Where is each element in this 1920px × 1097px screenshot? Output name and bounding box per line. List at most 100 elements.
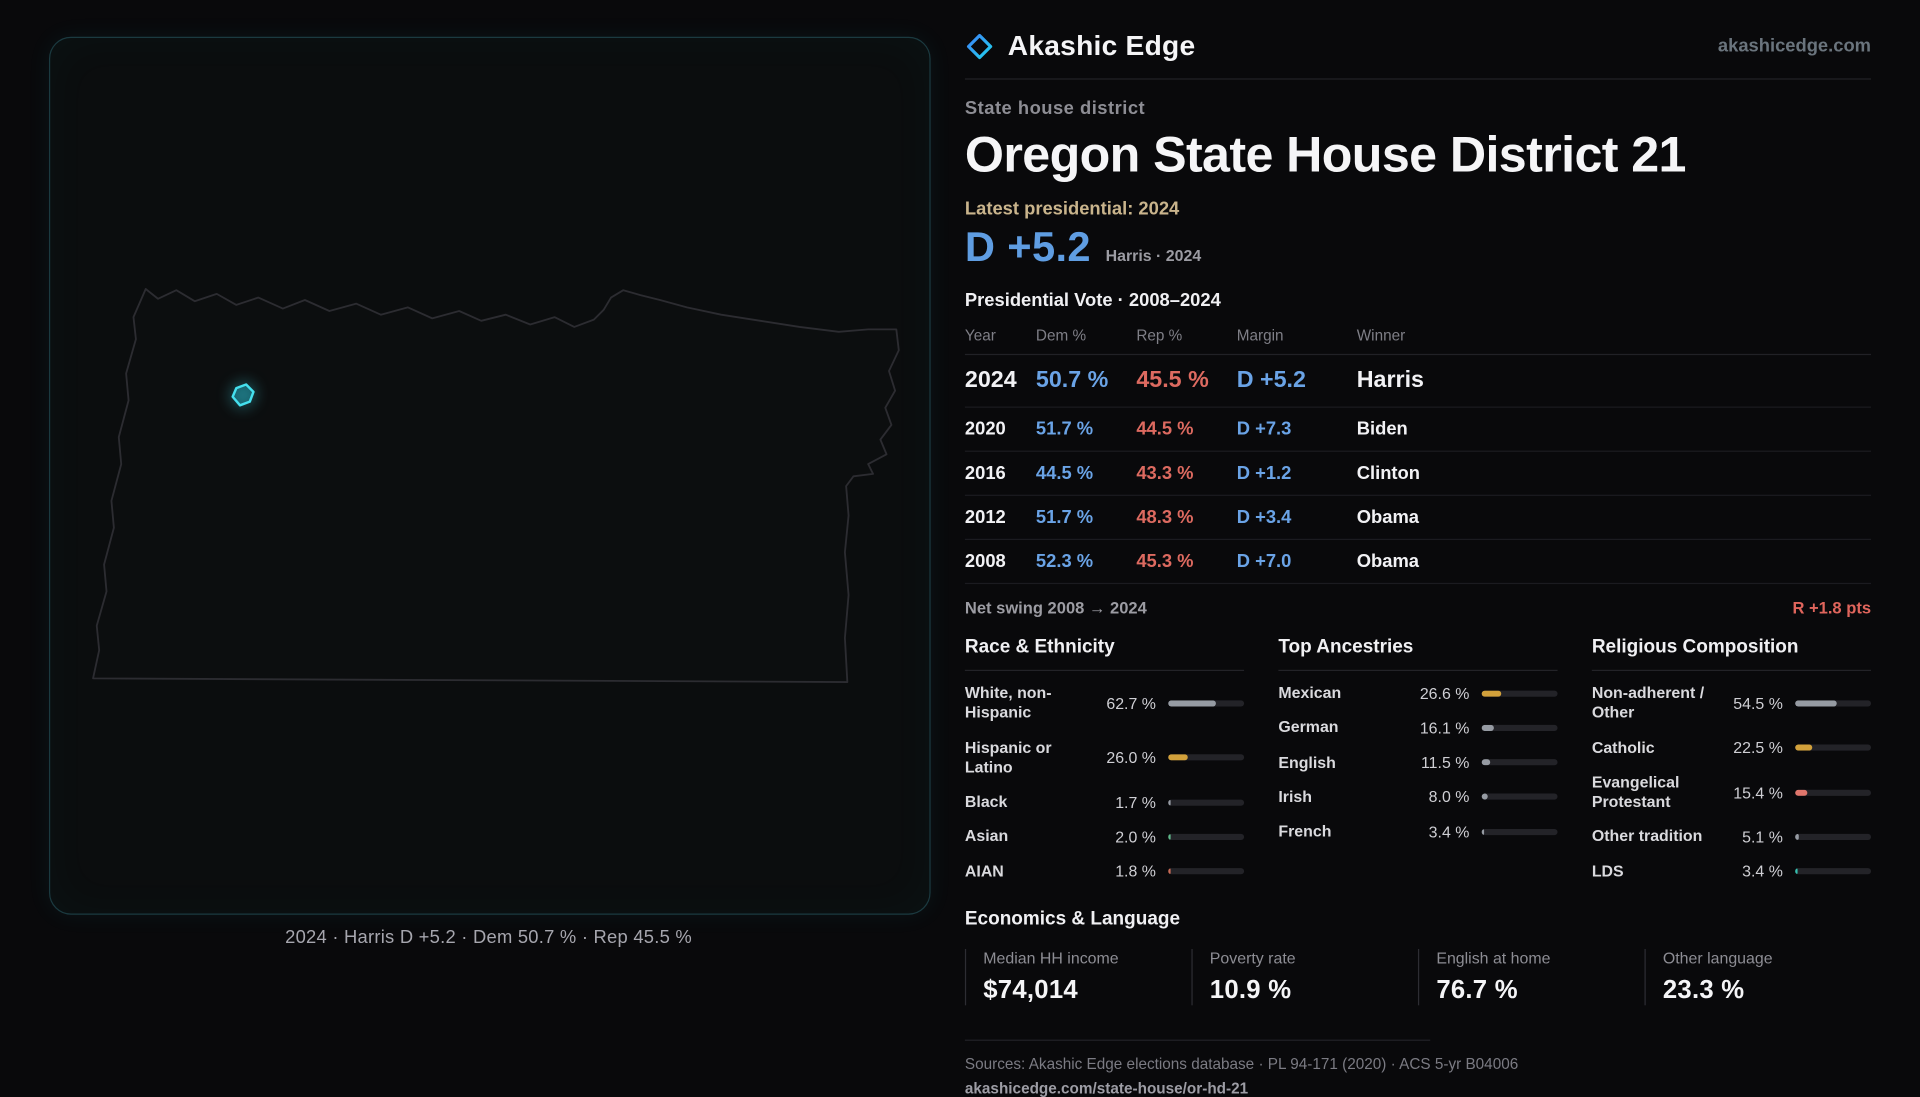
bar-track bbox=[1795, 833, 1872, 840]
brand-domain-link[interactable]: akashicedge.com bbox=[1717, 35, 1872, 57]
bar-fill bbox=[1168, 833, 1171, 840]
sources-text: Sources: Akashic Edge elections database… bbox=[964, 1055, 1519, 1073]
demo-row: German 16.1 % bbox=[1278, 711, 1558, 746]
margin-value: D +5.2 bbox=[964, 224, 1091, 271]
bar-track bbox=[1168, 868, 1245, 875]
brand: Akashic Edge bbox=[965, 29, 1196, 62]
demo-value: 3.4 % bbox=[1428, 822, 1470, 841]
demo-label: Irish bbox=[1278, 787, 1313, 806]
demo-row: Catholic 22.5 % bbox=[1592, 731, 1872, 766]
bar-track bbox=[1168, 833, 1245, 840]
page-title: Oregon State House District 21 bbox=[964, 126, 1687, 183]
vote-row-2008: 2008 52.3 % 45.3 % D +7.0 Obama bbox=[964, 540, 1872, 585]
bar-fill bbox=[1481, 690, 1502, 697]
district-highlight[interactable] bbox=[231, 383, 255, 407]
stat-value: 76.7 % bbox=[1436, 975, 1518, 1004]
demo-label: Asian bbox=[964, 826, 1009, 846]
race-heading: Race & Ethnicity bbox=[964, 637, 1245, 672]
demo-row: French 3.4 % bbox=[1278, 814, 1558, 849]
demo-value: 1.7 % bbox=[1115, 793, 1156, 812]
demo-value: 8.0 % bbox=[1428, 787, 1470, 807]
vote-row-2016: 2016 44.5 % 43.3 % D +1.2 Clinton bbox=[964, 452, 1872, 497]
demo-row: English 11.5 % bbox=[1278, 745, 1558, 780]
dem-cell: 50.7 % bbox=[1035, 367, 1109, 394]
brand-name: Akashic Edge bbox=[1007, 29, 1196, 62]
year-cell: 2020 bbox=[964, 418, 1006, 440]
winner-cell: Harris bbox=[1356, 367, 1424, 394]
margin-cell: D +1.2 bbox=[1236, 462, 1292, 484]
demo-label: Evangelical Protestant bbox=[1591, 772, 1680, 811]
margin-cell: D +7.3 bbox=[1236, 418, 1292, 440]
race-section: Race & Ethnicity White, non-Hispanic 62.… bbox=[964, 637, 1245, 889]
religion-section: Religious Composition Non-adherent / Oth… bbox=[1591, 637, 1872, 889]
demo-row: White, non-Hispanic 62.7 % bbox=[965, 676, 1245, 730]
winner-cell: Obama bbox=[1356, 551, 1420, 572]
bar-fill bbox=[1168, 700, 1216, 707]
oregon-map bbox=[92, 288, 900, 683]
header-bar: Akashic Edge akashicedge.com bbox=[964, 29, 1872, 80]
stat-poverty-rate: Poverty rate 10.9 % bbox=[1191, 948, 1418, 1006]
detail-panel: Akashic Edge akashicedge.com State house… bbox=[964, 29, 1872, 1097]
bar-track bbox=[1481, 794, 1558, 801]
oregon-outline bbox=[92, 288, 900, 683]
kicker-label: State house district bbox=[964, 97, 1146, 119]
demo-row: Non-adherent / Other 54.5 % bbox=[1592, 676, 1872, 730]
col-margin: Margin bbox=[1236, 327, 1284, 345]
page-url-link[interactable]: akashicedge.com/state-house/or-hd-21 bbox=[964, 1079, 1249, 1097]
dem-cell: 44.5 % bbox=[1035, 462, 1094, 484]
map-caption: 2024 · Harris D +5.2 · Dem 50.7 % · Rep … bbox=[285, 926, 692, 948]
demo-value: 1.8 % bbox=[1115, 862, 1156, 881]
vote-table-header: Year Dem % Rep % Margin Winner bbox=[964, 322, 1872, 356]
demo-value: 2.0 % bbox=[1115, 827, 1156, 847]
demo-row: Other tradition 5.1 % bbox=[1592, 820, 1872, 855]
stat-label: Poverty rate bbox=[1209, 948, 1296, 968]
bar-fill bbox=[1481, 759, 1491, 766]
stat-value: 23.3 % bbox=[1662, 975, 1745, 1004]
stat-english-at-home: English at home 76.7 % bbox=[1417, 948, 1645, 1006]
demo-value: 16.1 % bbox=[1419, 718, 1470, 738]
footer-divider bbox=[964, 1039, 1431, 1041]
economics-stats: Median HH income $74,014 Poverty rate 10… bbox=[964, 948, 1871, 1006]
demo-row: Mexican 26.6 % bbox=[1278, 676, 1558, 711]
stat-label: Median HH income bbox=[983, 948, 1119, 968]
demo-value: 5.1 % bbox=[1742, 827, 1783, 847]
bar-fill bbox=[1168, 868, 1171, 875]
ancestry-heading: Top Ancestries bbox=[1278, 637, 1558, 672]
bar-track bbox=[1795, 789, 1872, 796]
demo-value: 26.0 % bbox=[1106, 748, 1156, 767]
demo-label: LDS bbox=[1591, 861, 1624, 880]
year-cell: 2016 bbox=[964, 462, 1006, 484]
bar-fill bbox=[1168, 754, 1188, 761]
bar-track bbox=[1481, 690, 1558, 697]
demo-row: Asian 2.0 % bbox=[964, 820, 1245, 855]
bar-track bbox=[1168, 799, 1245, 806]
bar-fill bbox=[1481, 794, 1488, 801]
demo-value: 3.4 % bbox=[1742, 862, 1783, 881]
demo-label: Black bbox=[964, 792, 1008, 811]
winner-cell: Obama bbox=[1356, 507, 1420, 528]
demo-row: LDS 3.4 % bbox=[1591, 854, 1872, 889]
dem-cell: 51.7 % bbox=[1035, 418, 1094, 440]
winner-cell: Clinton bbox=[1356, 462, 1420, 484]
stat-value: 10.9 % bbox=[1209, 975, 1292, 1004]
rep-cell: 48.3 % bbox=[1136, 507, 1194, 528]
demo-value: 62.7 % bbox=[1106, 694, 1156, 713]
vote-row-2020: 2020 51.7 % 44.5 % D +7.3 Biden bbox=[964, 408, 1872, 452]
demo-label: Hispanic or Latino bbox=[964, 737, 1052, 777]
dem-cell: 51.7 % bbox=[1035, 507, 1094, 528]
demo-label: German bbox=[1278, 717, 1339, 737]
bar-track bbox=[1481, 828, 1558, 835]
bar-track bbox=[1795, 700, 1872, 707]
stat-value: $74,014 bbox=[983, 975, 1078, 1004]
bar-track bbox=[1795, 868, 1872, 875]
rep-cell: 45.5 % bbox=[1136, 367, 1209, 394]
bar-track bbox=[1481, 759, 1558, 766]
map-panel bbox=[48, 36, 931, 915]
vote-row-2012: 2012 51.7 % 48.3 % D +3.4 Obama bbox=[964, 496, 1872, 541]
year-cell: 2024 bbox=[964, 367, 1017, 394]
bar-track bbox=[1168, 754, 1245, 761]
demo-value: 22.5 % bbox=[1733, 738, 1783, 758]
rep-cell: 44.5 % bbox=[1136, 418, 1194, 440]
demo-value: 54.5 % bbox=[1733, 694, 1783, 713]
